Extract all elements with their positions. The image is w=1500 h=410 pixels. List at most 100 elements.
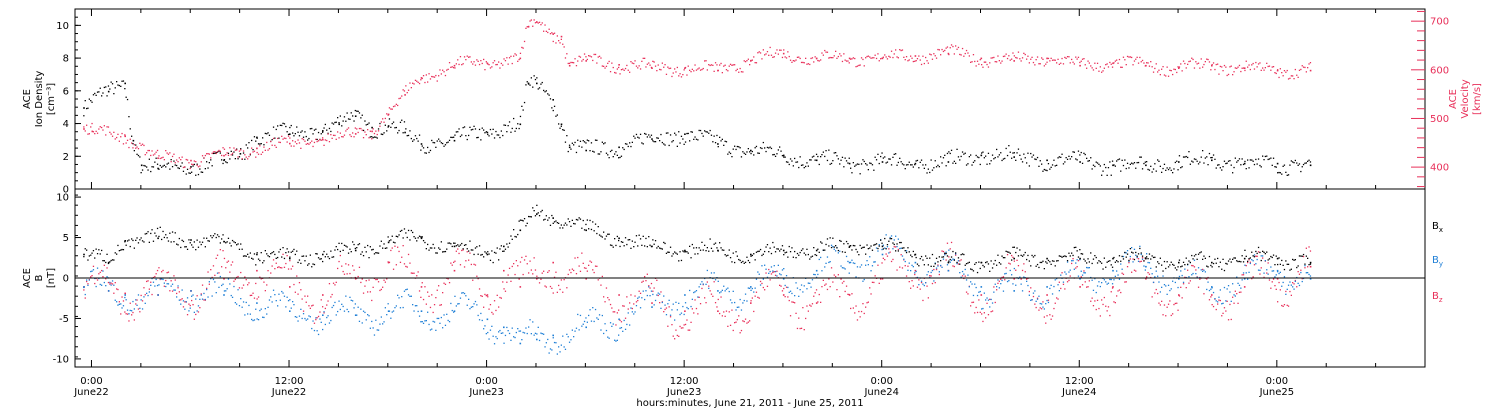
density-anchor [1178,161,1180,163]
bx-point [199,241,201,243]
velocity-point [545,30,547,32]
by-point [388,310,391,312]
density-point [379,122,381,125]
density-point [356,110,358,112]
velocity-point [616,68,618,70]
bz-point [885,253,887,255]
bz-point [1199,278,1201,280]
by-point [1223,286,1226,289]
bz-point [277,266,279,269]
by-point [365,319,367,321]
density-point [523,101,526,104]
by-point [147,294,149,297]
bx-point [788,245,790,248]
bz-point [961,275,964,277]
velocity-point [674,68,676,70]
bx-point [706,247,708,249]
bz-point [1275,288,1277,290]
density-point [652,140,654,142]
velocity-point [1219,65,1221,68]
by-point [1244,264,1246,266]
bx-point [1072,254,1074,257]
density-point [129,128,131,130]
by-point [693,291,695,294]
velocity-point [660,69,662,71]
velocity-point [418,82,421,85]
bx-point [1045,261,1047,263]
bz-point [1226,300,1228,302]
bz-point [996,289,998,291]
by-point [570,339,572,341]
by-point [743,299,745,302]
velocity-point [107,126,110,128]
bz-point [835,275,837,278]
by-point [315,317,317,319]
bx-point [1034,254,1036,257]
density-point [195,174,197,176]
bx-point [892,242,894,244]
density-anchor [107,90,110,93]
bz-point [1098,307,1100,310]
bx-point [1106,261,1108,263]
bx-point [702,249,704,251]
velocity-point [627,69,629,71]
bx-point [840,240,842,242]
bz-point [795,312,797,314]
by-point [654,299,657,302]
by-point [751,287,753,290]
bx-point [854,245,856,247]
bz-point [620,321,623,323]
density-point [1035,158,1037,161]
bz-point [105,278,107,280]
bz-point [218,272,220,274]
bx-point [511,238,513,240]
bx-point [197,246,200,248]
density-point [1257,158,1260,160]
by-point [167,283,170,285]
bx-point [659,247,661,249]
density-point [698,129,700,132]
by-point [1232,283,1234,285]
bx-point [1192,258,1194,260]
velocity-point [642,57,644,59]
density-point [852,162,854,164]
x-tick-date-label: June22 [73,387,109,398]
bx-point [1094,255,1096,257]
density-point [1060,156,1062,158]
velocity-point [364,131,366,133]
velocity-point [1064,56,1066,59]
velocity-tick-label: 500 [1430,114,1449,125]
bz-point [330,296,332,298]
bx-point [352,241,354,243]
bz-point [609,303,612,306]
bz-point [242,284,245,286]
velocity-anchor [914,55,917,57]
density-point [1146,161,1148,163]
bx-point [1054,265,1056,267]
density-anchor [190,166,192,168]
bz-point [627,308,629,310]
by-point [1054,279,1056,281]
density-point [515,127,517,130]
density-point [667,132,669,134]
density-point [851,172,853,174]
by-point [875,247,878,249]
velocity-point [597,56,599,58]
density-point [1169,167,1171,169]
bx-point [152,240,155,242]
bz-point [671,324,673,326]
by-point [390,317,392,319]
bz-point [447,278,449,280]
bx-point [534,215,537,217]
by-point [840,265,842,267]
density-point [120,85,122,87]
bx-point [326,253,328,255]
by-point [766,276,769,278]
bz-point [1193,266,1196,268]
velocity-point [287,135,290,137]
bz-point [427,291,429,293]
density-point [1151,171,1153,173]
bx-point [893,243,895,246]
bx-point [263,260,265,262]
by-point [268,299,271,301]
